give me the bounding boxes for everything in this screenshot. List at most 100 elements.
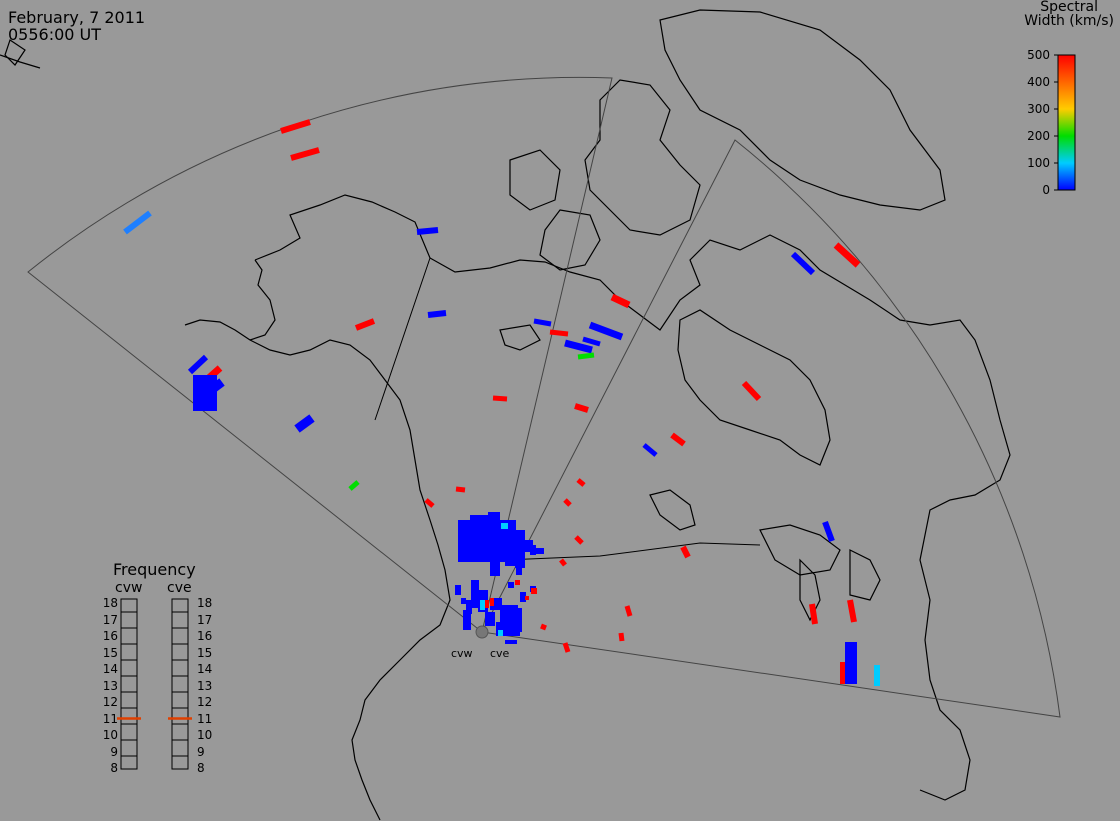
cvw-frequency-scale-number: 13 [102, 678, 118, 693]
echo-cell [348, 480, 360, 491]
echo-cell [501, 523, 508, 529]
echo-cell [680, 545, 691, 559]
station-label-cve: cve [490, 647, 510, 660]
echo-cell [515, 580, 520, 585]
station-label-cvw: cvw [451, 647, 473, 660]
cve-frequency-scale-number: 13 [197, 678, 213, 693]
echo-cell [563, 498, 572, 507]
echo-cell [484, 600, 489, 608]
echo-cell [576, 478, 586, 487]
echo-cell [582, 336, 601, 347]
echo-cell [290, 147, 320, 161]
echo-cell [562, 642, 571, 653]
echo-cell [485, 612, 495, 626]
colorbar-tick: 100 [1027, 156, 1050, 170]
cvw-frequency-scale-number: 8 [110, 761, 118, 775]
cve-frequency-scale-number: 8 [197, 761, 205, 775]
echo-cell [424, 498, 435, 508]
cve-frequency-label: cve [167, 580, 192, 596]
echo-cell [847, 599, 857, 623]
echo-cell [520, 592, 526, 602]
echo-cell [530, 545, 536, 555]
echo-cell [840, 662, 847, 684]
echo-cell [354, 318, 376, 331]
echo-cell [741, 380, 762, 402]
echo-cell [536, 548, 544, 554]
echo-cell [455, 486, 466, 493]
colorbar-tick: 400 [1027, 75, 1050, 89]
echo-cell [416, 227, 439, 235]
cve-frequency-gauge [171, 598, 189, 770]
borders [374, 257, 761, 561]
echo-cell [525, 596, 529, 600]
colorbar-tick: 0 [1042, 183, 1050, 197]
cve-frequency-scale-number: 16 [197, 629, 213, 643]
echo-cell [460, 530, 474, 556]
echo-cell [624, 605, 633, 617]
cvw-frequency-scale-number: 10 [102, 728, 118, 742]
frequency-gauges [120, 598, 189, 770]
cve-frequency-scale-number: 10 [197, 728, 213, 742]
cvw-frequency-scale-number: 11 [102, 711, 118, 726]
radar-site-marker [475, 625, 489, 639]
echo-cell [516, 565, 522, 575]
echo-cell [195, 378, 225, 404]
cvw-frequency-gauge [120, 598, 138, 770]
echo-cell [427, 310, 447, 318]
echo-cell [508, 582, 514, 588]
echo-cell [833, 242, 861, 268]
echo-cell [610, 293, 631, 309]
cvw-frequency-scale-number: 14 [102, 662, 118, 676]
colorbar-title-line2: Width (km/s) [1024, 13, 1114, 29]
colorbar-scale [1057, 54, 1076, 191]
echo-cell [466, 600, 472, 614]
date-label: February, 7 2011 [8, 8, 146, 27]
echo-cell [642, 443, 658, 457]
echo-cell [549, 329, 569, 337]
echo-cell [559, 558, 567, 567]
echo-layer [123, 119, 880, 686]
echo-cell [123, 210, 152, 235]
echo-cell [461, 598, 466, 604]
echo-cell [455, 585, 461, 595]
cve-frequency-scale-number: 17 [197, 612, 213, 627]
echo-cell [574, 535, 584, 545]
cvw-frequency-scale-number: 16 [102, 629, 118, 643]
echo-cell [574, 403, 589, 413]
echo-cell [809, 603, 818, 625]
cve-frequency-scale-number: 14 [197, 662, 213, 676]
echo-cell [670, 432, 686, 447]
cve-frequency-scale-number: 18 [197, 596, 213, 610]
echo-cell [564, 339, 593, 354]
echo-cell [463, 610, 471, 630]
radar-fov [27, 76, 1061, 718]
echo-cell [294, 414, 315, 433]
frequency-title: Frequency [113, 560, 196, 579]
echo-cell [280, 119, 311, 134]
cvw-frequency-label: cvw [115, 580, 143, 596]
echo-cell [531, 588, 537, 594]
cve-frequency-scale-number: 9 [197, 744, 205, 759]
cvw-frequency-scale-number: 18 [102, 596, 118, 610]
colorbar-tick: 300 [1027, 102, 1050, 116]
echo-cell [540, 623, 547, 631]
echo-cell [490, 598, 494, 606]
echo-cell [588, 321, 624, 341]
echo-cell [505, 640, 517, 644]
echo-cell [187, 354, 209, 375]
cve-frequency-scale-number: 11 [197, 711, 213, 726]
cve-frequency-scale-number: 15 [197, 645, 213, 660]
echo-cell [845, 642, 857, 684]
colorbar-tick: 500 [1027, 48, 1050, 62]
time-label: 0556:00 UT [8, 25, 102, 44]
echo-cell [533, 318, 552, 327]
echo-cell [822, 520, 835, 543]
echo-cell [515, 530, 525, 568]
colorbar-ticks [1054, 54, 1058, 191]
cvw-frequency-scale-number: 17 [102, 612, 118, 627]
echo-cell [790, 251, 816, 276]
echo-cell [490, 560, 500, 576]
colorbar-tick: 200 [1027, 129, 1050, 143]
echo-cell [577, 352, 595, 360]
